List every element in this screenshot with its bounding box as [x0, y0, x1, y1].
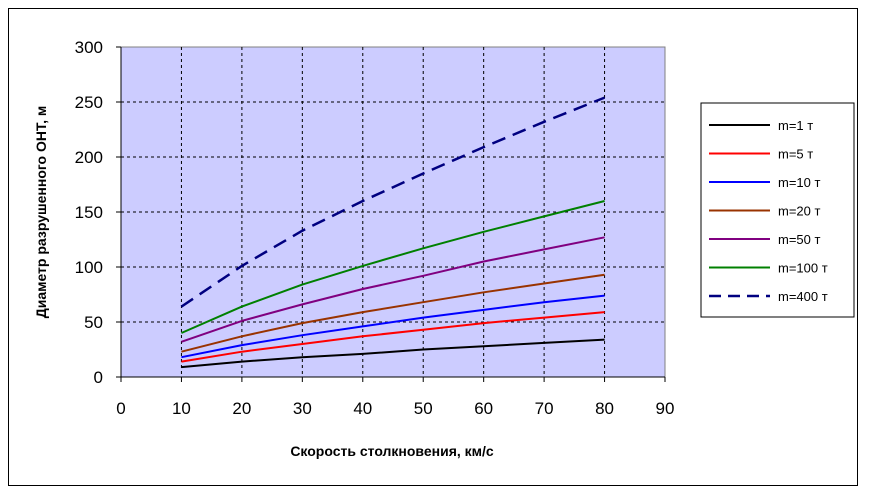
- legend-label: m=5 т: [778, 147, 813, 162]
- grid: [121, 47, 665, 377]
- series-line-5: [181, 236, 605, 343]
- series-line-4: [181, 273, 605, 353]
- legend-label: m=20 т: [778, 204, 820, 219]
- y-tick-label: 200: [75, 148, 103, 167]
- tick-labels: 0 10 20 30 40 50 60 70 80 90 0 50 100 150 200 250 300: [75, 38, 675, 418]
- series-line-1: [181, 338, 605, 369]
- x-tick-label: 20: [232, 399, 251, 418]
- y-tick-label: 0: [94, 368, 103, 387]
- legend-label: m=100 т: [778, 261, 828, 276]
- y-axis-title: Диаметр разрушенного ОНТ, м: [33, 106, 49, 319]
- series-line-3: [181, 294, 605, 359]
- x-tick-label: 30: [293, 399, 312, 418]
- axes: [116, 46, 666, 382]
- y-tick-label: 50: [84, 313, 103, 332]
- series-group: [180, 96, 606, 369]
- legend-label: m=400 т: [778, 289, 828, 304]
- y-tick-label: 300: [75, 38, 103, 57]
- x-axis-title: Скорость столкновения, км/с: [290, 443, 494, 459]
- series-line-6: [181, 200, 605, 334]
- x-tick-label: 10: [172, 399, 191, 418]
- y-tick-label: 250: [75, 93, 103, 112]
- legend-label: m=10 т: [778, 175, 820, 190]
- x-tick-label: 50: [414, 399, 433, 418]
- x-tick-label: 0: [116, 399, 125, 418]
- series-line-7: [180, 96, 606, 308]
- legend: m=1 т m=5 т m=10 т m=20 т m=50 т m=100 т m=400…: [709, 118, 828, 304]
- x-tick-label: 90: [656, 399, 675, 418]
- legend-label: m=1 т: [778, 118, 813, 133]
- y-tick-label: 100: [75, 258, 103, 277]
- x-tick-label: 80: [595, 399, 614, 418]
- y-tick-label: 150: [75, 203, 103, 222]
- series-line-2: [181, 311, 605, 363]
- x-tick-label: 40: [353, 399, 372, 418]
- x-tick-label: 60: [474, 399, 493, 418]
- x-tick-label: 70: [535, 399, 554, 418]
- legend-label: m=50 т: [778, 232, 820, 247]
